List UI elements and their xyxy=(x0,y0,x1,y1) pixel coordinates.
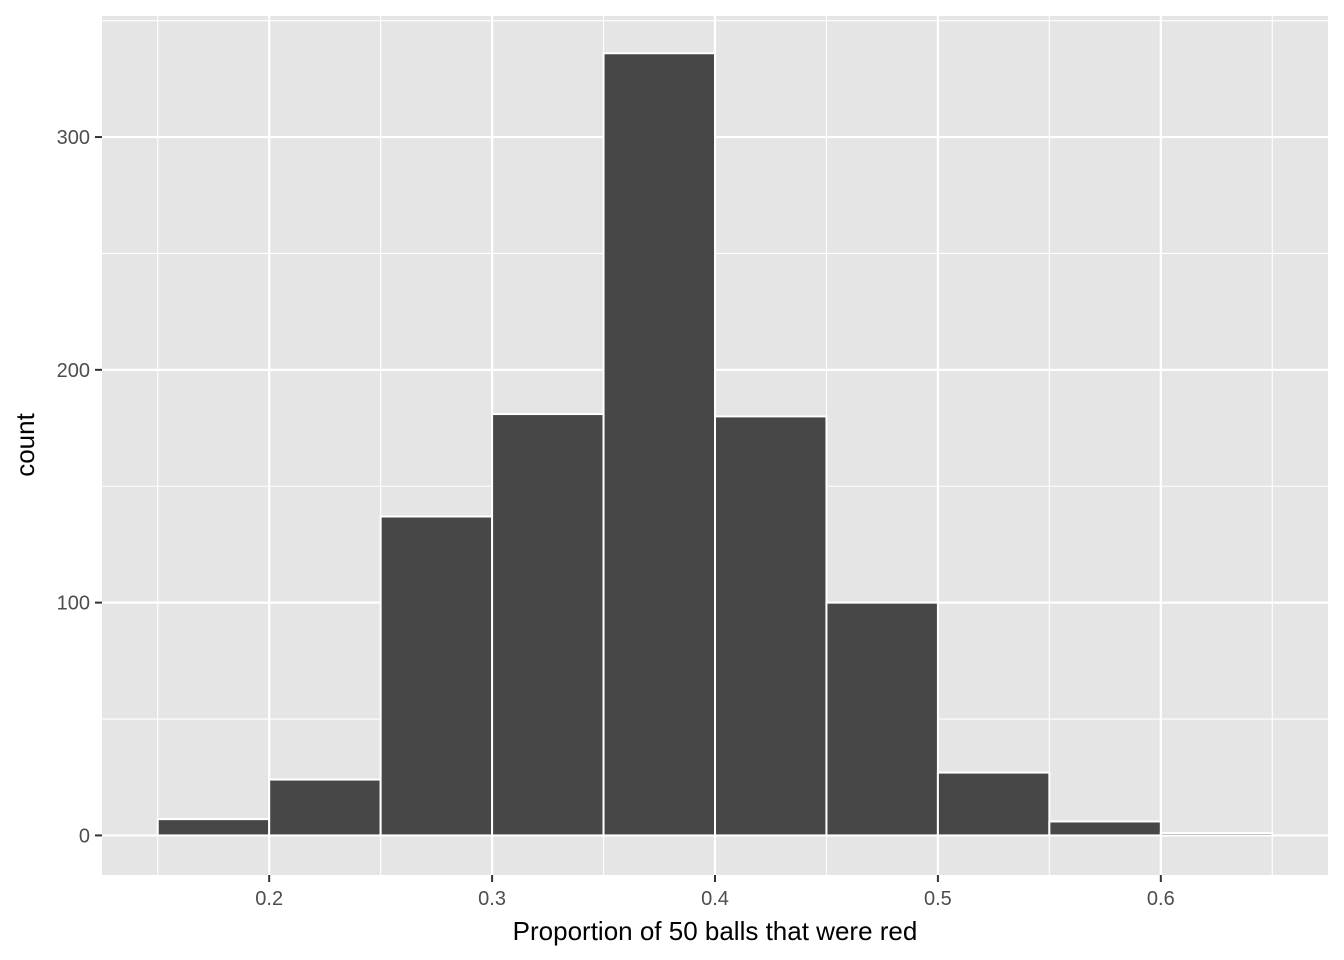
x-axis: 0.2 0.3 0.4 0.5 0.6 xyxy=(255,875,1175,910)
y-axis-title: count xyxy=(10,412,40,476)
histogram-bar xyxy=(491,413,605,837)
x-tick-label: 0.3 xyxy=(478,888,506,910)
y-tick-label: 0 xyxy=(79,825,90,847)
y-tick-label: 100 xyxy=(57,593,90,615)
histogram-bar xyxy=(1048,820,1162,837)
histogram-bars xyxy=(156,52,1274,837)
x-tick-label: 0.2 xyxy=(255,888,283,910)
x-axis-title: Proportion of 50 balls that were red xyxy=(513,916,918,946)
histogram-bar xyxy=(379,515,494,837)
y-tick-label: 300 xyxy=(57,127,90,149)
y-tick-label: 200 xyxy=(57,360,90,382)
histogram-bar xyxy=(825,601,939,837)
x-tick-label: 0.6 xyxy=(1147,888,1175,910)
y-axis: 0 100 200 300 xyxy=(57,127,102,847)
histogram-bar xyxy=(714,415,828,837)
x-tick-label: 0.4 xyxy=(701,888,729,910)
histogram-bar xyxy=(268,778,382,837)
histogram-bar xyxy=(936,771,1051,837)
x-tick-label: 0.5 xyxy=(924,888,952,910)
histogram-bar xyxy=(156,818,271,837)
histogram-bar xyxy=(602,52,717,837)
histogram-bar xyxy=(1159,832,1274,837)
